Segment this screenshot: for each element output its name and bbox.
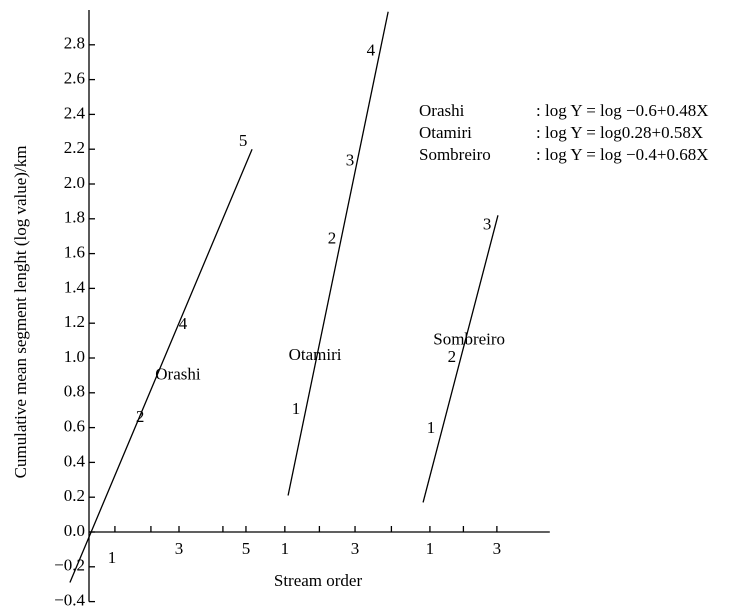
series-line bbox=[287, 11, 389, 496]
point-label: 2 bbox=[448, 347, 457, 366]
y-tick-label: 0.0 bbox=[64, 521, 85, 540]
y-tick-label: 0.6 bbox=[64, 417, 85, 436]
x-tick-label: 3 bbox=[493, 539, 502, 558]
y-tick-label: 2.8 bbox=[64, 34, 85, 53]
y-tick-label: 0.4 bbox=[64, 451, 86, 470]
point-label: 5 bbox=[239, 131, 248, 150]
series-label: Sombreiro bbox=[433, 330, 505, 349]
point-label: 4 bbox=[179, 314, 188, 333]
equation-name: Orashi bbox=[419, 101, 465, 120]
y-tick-label: −0.4 bbox=[54, 591, 85, 610]
y-tick-label: 0.8 bbox=[64, 382, 85, 401]
y-tick-label: 1.8 bbox=[64, 208, 85, 227]
series-line bbox=[422, 215, 499, 503]
y-tick-label: 1.2 bbox=[64, 312, 85, 331]
x-tick-label: 1 bbox=[281, 539, 290, 558]
x-tick-label: 3 bbox=[175, 539, 184, 558]
y-tick-label: 1.6 bbox=[64, 243, 85, 262]
point-label: 2 bbox=[328, 229, 337, 248]
series-label: Otamiri bbox=[289, 345, 342, 364]
y-tick-label: 2.2 bbox=[64, 138, 85, 157]
y-tick-label: −0.2 bbox=[54, 556, 85, 575]
point-label: 1 bbox=[108, 548, 117, 567]
point-label: 4 bbox=[367, 41, 376, 60]
series-line bbox=[69, 148, 253, 583]
equation-name: Sombreiro bbox=[419, 145, 491, 164]
equation-formula: : log Y = log −0.6+0.48X bbox=[536, 101, 708, 120]
equation-name: Otamiri bbox=[419, 123, 472, 142]
y-axis-label: Cumulative mean segment lenght (log valu… bbox=[11, 146, 30, 479]
x-axis-label: Stream order bbox=[274, 571, 363, 590]
x-tick-label: 5 bbox=[242, 539, 251, 558]
point-label: 3 bbox=[346, 150, 355, 169]
equation-formula: : log Y = log0.28+0.58X bbox=[536, 123, 703, 142]
y-tick-label: 1.4 bbox=[64, 277, 86, 296]
x-tick-label: 3 bbox=[351, 539, 360, 558]
x-tick-label: 1 bbox=[426, 539, 435, 558]
series-label: Orashi bbox=[155, 364, 201, 383]
y-tick-label: 0.2 bbox=[64, 486, 85, 505]
point-label: 1 bbox=[292, 399, 301, 418]
y-tick-label: 2.0 bbox=[64, 173, 85, 192]
point-label: 1 bbox=[427, 418, 436, 437]
y-tick-label: 2.4 bbox=[64, 103, 86, 122]
y-tick-label: 2.6 bbox=[64, 69, 85, 88]
point-label: 3 bbox=[483, 215, 492, 234]
point-label: 2 bbox=[136, 407, 145, 426]
equation-formula: : log Y = log −0.4+0.68X bbox=[536, 145, 708, 164]
y-tick-label: 1.0 bbox=[64, 347, 85, 366]
